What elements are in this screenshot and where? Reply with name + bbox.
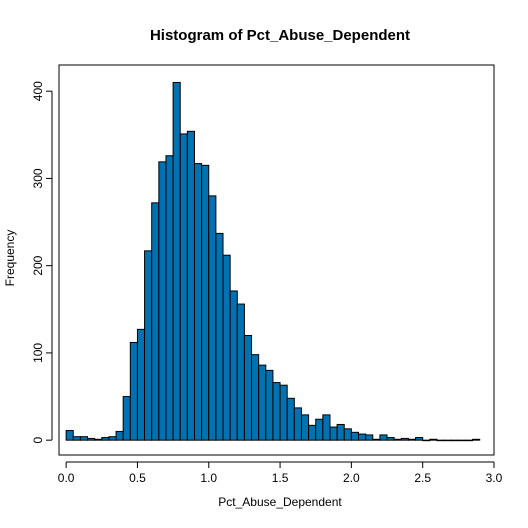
histogram-bar [165,155,174,441]
x-axis-label: Pct_Abuse_Dependent [218,495,342,509]
histogram-bar [365,434,374,441]
histogram-bar [350,431,360,441]
y-axis-label: Frequency [3,230,17,287]
histogram-bar [172,81,181,441]
histogram-bar [379,434,388,441]
histogram-bar [144,250,153,441]
plot-area [58,64,495,456]
histogram-bar [258,364,267,441]
histogram-bar [94,438,103,441]
histogram-bar [429,438,438,441]
histogram-bar [329,426,338,441]
histogram-bar [400,437,409,441]
histogram-bar [251,354,260,441]
histogram-bar [436,439,445,442]
histogram-bar [422,439,431,442]
histogram-bar [415,437,424,441]
histogram-bar [179,133,188,441]
histogram-bar [358,433,367,441]
histogram-bar [343,428,352,441]
histogram-bar [300,414,310,441]
histogram-bar [286,397,295,441]
histogram-bar [186,130,195,441]
histogram-bar [193,163,203,441]
x-tick-label: 0.5 [129,471,146,485]
histogram-bar [222,254,231,441]
histogram-bar [122,396,131,441]
histogram-bar [243,334,253,441]
chart-title: Histogram of Pct_Abuse_Dependent [150,27,410,44]
y-axis: 0 100 200 300 400 [31,81,53,444]
histogram-bar [457,439,466,442]
histogram-bar [79,436,89,441]
histogram-bar [336,423,345,441]
histogram-bar [236,303,245,441]
x-tick-label: 2.0 [343,471,360,485]
histogram-bar [372,438,381,441]
histogram-bar [65,430,74,441]
histogram-bar [115,430,124,441]
histogram-bar [322,414,331,441]
histogram-bar [151,202,160,441]
x-tick-label: 1.5 [272,471,289,485]
x-tick-label: 2.5 [414,471,431,485]
histogram-bar [265,369,274,441]
histogram-bar [208,195,217,441]
histogram-bar [72,436,81,441]
histogram-bar [315,418,324,441]
histogram-bar [136,328,146,441]
y-tick-label: 300 [31,168,45,188]
x-tick-label: 0.0 [58,471,75,485]
histogram-bar [272,382,281,441]
histogram-bar [308,424,317,441]
y-tick-label: 0 [31,437,45,444]
bars-group [65,81,481,442]
histogram-bar [472,438,481,441]
histogram-bar [279,384,288,441]
histogram-bar [158,161,167,441]
x-tick-label: 3.0 [486,471,503,485]
histogram-bar [464,439,474,442]
histogram-bar [215,232,224,441]
histogram-bar [393,438,402,441]
y-tick-label: 100 [31,343,45,363]
histogram-bar [101,437,110,441]
histogram-bar [386,437,395,441]
histogram-bar [129,341,138,441]
histogram-bar [293,407,302,441]
histogram-bar [229,290,238,441]
y-tick-label: 400 [31,81,45,101]
histogram-bar [407,438,417,441]
y-tick-label: 200 [31,255,45,275]
histogram-bar [201,164,210,441]
histogram-bar [450,439,459,442]
histogram-bar [87,437,96,441]
histogram-bar [443,439,452,442]
x-tick-label: 1.0 [200,471,217,485]
x-axis: 0.0 0.5 1.0 1.5 2.0 2.5 3.0 [58,461,503,485]
histogram-bar [108,436,117,441]
